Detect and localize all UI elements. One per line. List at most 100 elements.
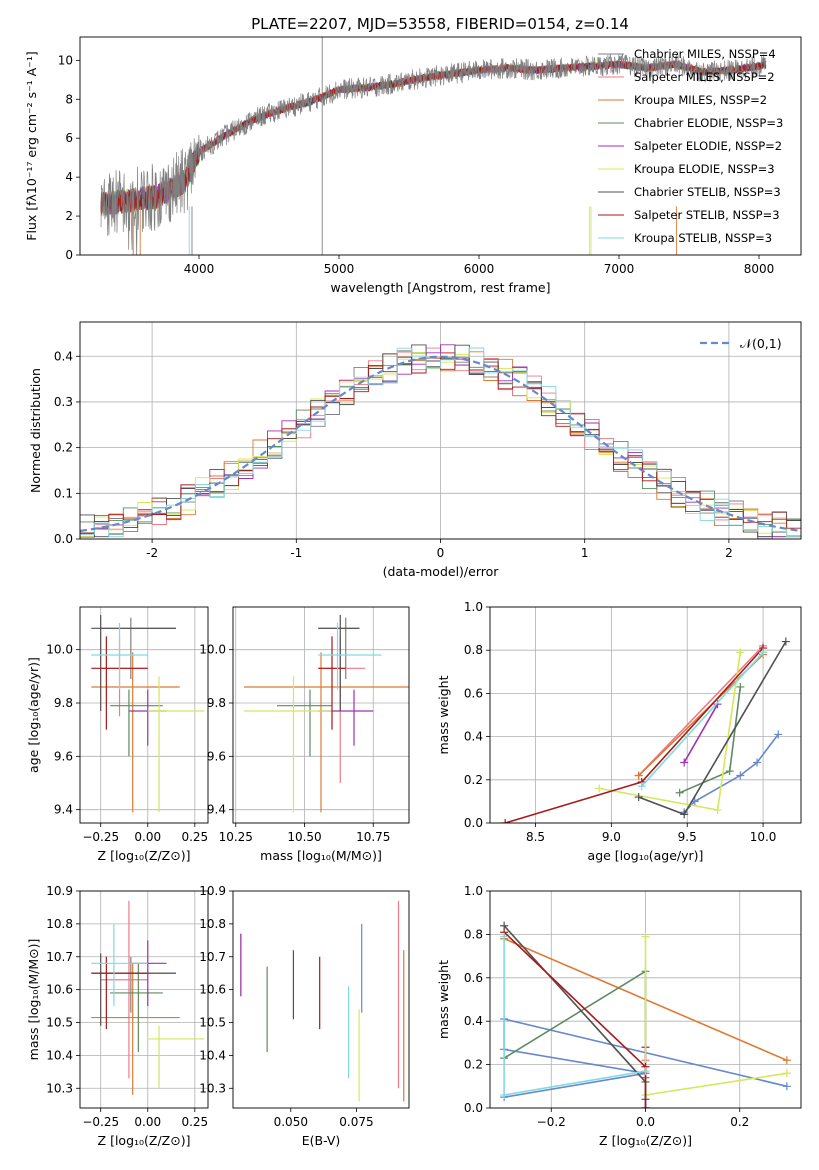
panel-spectrum: 4000 5000 6000 7000 8000 0 2 4 6 8 10 wavelength [A… (24, 36, 802, 295)
y-tick-label: 10.6 (46, 983, 73, 997)
x-axis-label: E(B-V) (302, 1133, 341, 1148)
legend: Chabrier MILES, NSSP=4 Salpeter MILES, NS… (598, 47, 783, 245)
x-tick-label: 8.5 (526, 830, 545, 844)
x-axis-label: Z [log₁₀(Z/Z⊙)] (98, 848, 191, 863)
legend-entry: Salpeter MILES, NSSP=2 (634, 70, 775, 84)
weight-line (644, 936, 788, 1096)
x-tick-label: 10.50 (287, 830, 321, 844)
weight-marker (500, 1090, 509, 1099)
error-bar-point (318, 636, 346, 730)
figure-title: PLATE=2207, MJD=53558, FIBERID=0154, z=0… (251, 15, 629, 33)
error-bar-point (91, 956, 148, 1030)
error-bar-point (110, 689, 163, 757)
weight-line (504, 647, 764, 823)
weight-marker (680, 810, 689, 819)
error-bar-point (318, 615, 360, 711)
weight-marker (782, 1056, 791, 1065)
y-tick-label: 10.7 (46, 950, 73, 964)
axes-frame (79, 36, 802, 256)
error-bar-point (318, 689, 374, 746)
x-tick-label: 6000 (464, 262, 495, 276)
x-axis-label: Z [log₁₀(Z/Z⊙)] (599, 1133, 692, 1148)
x-axis-label: age [log₁₀(age/yr)] (588, 848, 704, 863)
panel-weight_vs_age: 8.5 9.0 9.5 10.0 0.0 0.2 0.4 0.6 0.8 1.0 age [log₁… (436, 600, 802, 863)
x-tick-label: 10.0 (750, 830, 777, 844)
axes-frame (489, 606, 802, 824)
x-tick-label: -1 (290, 546, 302, 560)
grid-lines (490, 606, 801, 824)
error-bar-point (244, 676, 332, 813)
weight-marker (680, 758, 689, 767)
error-bar-point (91, 923, 148, 1007)
weight-marker (501, 819, 510, 823)
y-tick-label: 9.8 (207, 696, 226, 710)
y-tick-label: 10.3 (46, 1081, 73, 1095)
y-tick-label: 10.4 (199, 1048, 226, 1062)
y-tick-label: 6 (65, 131, 73, 145)
y-tick-label: 0.4 (464, 730, 483, 744)
error-bar-point (91, 963, 180, 1095)
y-axis-label: Flux [fλ10⁻¹⁷ erg cm⁻² s⁻¹ A⁻¹] (24, 51, 39, 240)
legend-entry: 𝒩(0,1) (740, 336, 782, 351)
weight-line (503, 931, 647, 1108)
y-tick-label: 2 (65, 209, 73, 223)
x-tick-label: 0.00 (134, 1115, 161, 1129)
x-tick-label: 0.0 (636, 1115, 655, 1129)
y-tick-label: 9.8 (54, 696, 73, 710)
error-bar-point (128, 689, 167, 746)
axes-frame (232, 606, 410, 824)
x-tick-label: −0.25 (82, 1115, 119, 1129)
legend-entry: Kroupa MILES, NSSP=2 (634, 93, 767, 107)
y-tick-label: 0.6 (464, 971, 483, 985)
x-tick-label: 0.00 (134, 830, 161, 844)
weight-line (683, 733, 779, 813)
y-tick-label: 1.0 (464, 600, 483, 614)
normal-reference-curve (80, 355, 801, 533)
plot-area (100, 37, 767, 255)
weight-marker (736, 648, 745, 657)
x-tick-label: 2 (725, 546, 733, 560)
axes-frame (79, 321, 802, 540)
weight-marker (595, 784, 604, 793)
weight-marker (637, 782, 646, 791)
y-tick-label: 10.4 (46, 1048, 73, 1062)
weight-line (503, 936, 646, 1096)
x-tick-label: 4000 (184, 262, 215, 276)
weight-marker (782, 1082, 791, 1091)
y-tick-label: 0.2 (54, 441, 73, 455)
y-tick-label: 9.4 (207, 803, 226, 817)
weight-marker (774, 730, 783, 739)
y-tick-label: 10.3 (199, 1081, 226, 1095)
y-tick-label: 0.0 (464, 1101, 483, 1115)
panel-age_vs_Z: −0.25 0.00 0.25 9.4 9.6 9.8 10.0 Z [log₁₀(Z/Z⊙)… (26, 606, 209, 863)
axes-frame (79, 606, 209, 824)
plot-area (80, 344, 801, 539)
grid-lines (233, 607, 409, 823)
weight-line (679, 686, 742, 794)
y-tick-label: 0.2 (464, 773, 483, 787)
y-tick-label: 10.9 (46, 884, 73, 898)
x-tick-label: 0 (437, 546, 445, 560)
error-bar-point (100, 900, 148, 1079)
weight-marker (781, 637, 790, 646)
weight-line (641, 651, 764, 787)
x-tick-label: 1 (581, 546, 589, 560)
y-tick-label: 8 (65, 92, 73, 106)
weight-marker (759, 648, 768, 657)
x-tick-label: 10.25 (219, 830, 253, 844)
x-tick-label: 7000 (604, 262, 635, 276)
error-bar-point (91, 623, 148, 690)
y-tick-label: 0 (65, 248, 73, 262)
y-tick-label: 0.6 (464, 686, 483, 700)
legend-entry: Chabrier STELIB, NSSP=3 (634, 185, 781, 199)
error-bar-point (100, 636, 148, 717)
spectrum-line (100, 53, 767, 255)
panel-mass_vs_EBV: 0.050 0.075 10.3 10.4 10.5 10.6 10.7 10.8 10.9 E(… (199, 884, 410, 1148)
x-tick-label: 9.0 (602, 830, 621, 844)
error-bar-point (318, 617, 360, 679)
error-bar-point (318, 623, 382, 690)
panel-weight_vs_Z: −0.2 0.0 0.2 0.0 0.2 0.4 0.6 0.8 1.0 Z [log₁₀(Z/Z… (436, 884, 802, 1148)
y-tick-label: 0.1 (54, 486, 73, 500)
error-bar-point (244, 652, 409, 813)
